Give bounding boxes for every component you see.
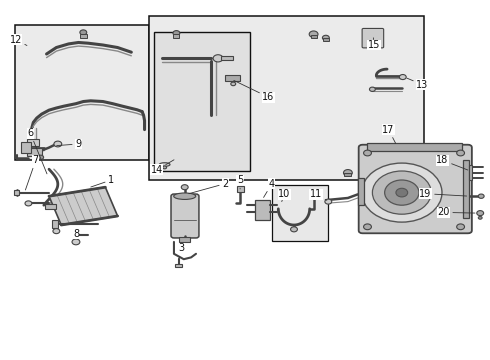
FancyBboxPatch shape xyxy=(171,194,199,238)
Bar xyxy=(225,75,240,81)
Circle shape xyxy=(54,141,62,147)
Circle shape xyxy=(291,227,297,232)
Text: 2: 2 xyxy=(189,179,228,194)
Bar xyxy=(175,264,182,267)
Bar xyxy=(220,56,233,60)
Bar xyxy=(469,165,472,180)
Text: 10: 10 xyxy=(278,189,290,202)
Bar xyxy=(14,190,19,195)
Bar xyxy=(311,35,317,38)
Ellipse shape xyxy=(173,193,196,199)
Text: 5: 5 xyxy=(237,175,243,189)
Bar xyxy=(80,34,87,38)
Text: 14: 14 xyxy=(151,160,174,175)
Circle shape xyxy=(325,199,332,204)
Text: 13: 13 xyxy=(407,78,428,90)
Text: 9: 9 xyxy=(57,139,81,149)
Text: 4: 4 xyxy=(264,179,275,197)
Bar xyxy=(179,237,190,242)
Circle shape xyxy=(213,55,223,62)
Circle shape xyxy=(372,171,431,214)
Bar xyxy=(237,186,244,192)
Ellipse shape xyxy=(159,163,170,166)
Text: 16: 16 xyxy=(234,80,274,102)
Text: 15: 15 xyxy=(368,38,380,50)
Text: 19: 19 xyxy=(419,189,466,199)
Text: 12: 12 xyxy=(9,35,27,45)
Bar xyxy=(358,178,364,205)
Text: 3: 3 xyxy=(178,243,184,259)
Circle shape xyxy=(396,188,408,197)
Text: 18: 18 xyxy=(437,155,468,170)
Bar xyxy=(272,185,328,241)
Bar xyxy=(15,25,149,160)
Text: 6: 6 xyxy=(27,128,47,174)
Circle shape xyxy=(231,82,236,86)
Bar xyxy=(45,204,56,209)
Bar xyxy=(27,139,39,146)
Text: 11: 11 xyxy=(310,189,327,200)
Circle shape xyxy=(362,163,442,222)
Circle shape xyxy=(343,170,352,176)
Circle shape xyxy=(385,180,419,205)
Text: 8: 8 xyxy=(73,229,79,239)
Bar xyxy=(323,38,329,41)
Bar xyxy=(21,142,31,153)
Bar xyxy=(367,143,462,151)
FancyBboxPatch shape xyxy=(359,145,472,233)
Circle shape xyxy=(457,224,465,230)
Bar xyxy=(255,200,270,220)
Circle shape xyxy=(72,239,80,245)
Polygon shape xyxy=(49,187,118,225)
Circle shape xyxy=(399,75,406,80)
Circle shape xyxy=(478,194,484,198)
Circle shape xyxy=(364,150,371,156)
Circle shape xyxy=(181,185,188,190)
Circle shape xyxy=(477,211,484,216)
Circle shape xyxy=(369,87,375,91)
Bar xyxy=(173,34,179,38)
Bar xyxy=(27,148,42,156)
Circle shape xyxy=(80,30,87,35)
Circle shape xyxy=(364,224,371,230)
Circle shape xyxy=(173,31,180,36)
Circle shape xyxy=(38,155,44,159)
Bar xyxy=(149,16,424,180)
FancyBboxPatch shape xyxy=(362,28,384,48)
Text: 1: 1 xyxy=(91,175,114,187)
Circle shape xyxy=(53,229,60,234)
Text: 17: 17 xyxy=(382,125,395,143)
Text: 7: 7 xyxy=(25,155,39,190)
Bar xyxy=(154,32,250,171)
Bar xyxy=(463,160,469,218)
Text: 20: 20 xyxy=(437,207,475,217)
Bar xyxy=(52,220,58,228)
Circle shape xyxy=(309,31,318,37)
Circle shape xyxy=(163,166,167,169)
Circle shape xyxy=(457,150,465,156)
Circle shape xyxy=(478,216,482,219)
Circle shape xyxy=(322,35,329,40)
Bar xyxy=(344,173,351,176)
Circle shape xyxy=(25,201,32,206)
